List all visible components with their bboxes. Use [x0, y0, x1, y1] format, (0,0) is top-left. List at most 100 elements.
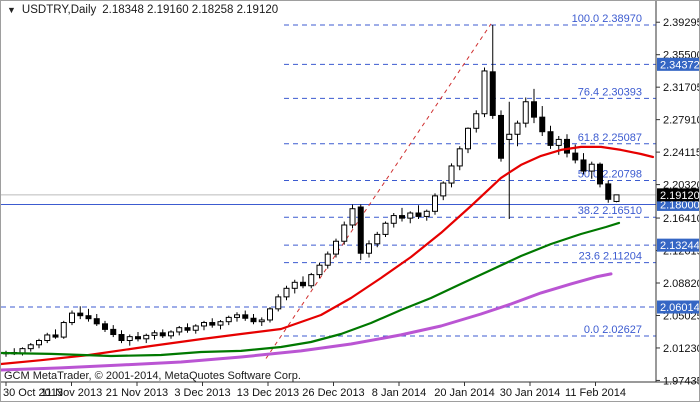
candle-body	[473, 113, 480, 129]
candle	[151, 330, 158, 340]
price-badge-box	[657, 188, 699, 202]
candle	[423, 209, 430, 221]
candle-body	[514, 122, 521, 135]
candle-body	[60, 322, 67, 338]
fib-level-label: 76.4 2.30393	[578, 86, 642, 98]
candle	[242, 310, 249, 321]
candle-body	[217, 321, 224, 326]
candle	[135, 331, 141, 342]
candle-body	[597, 163, 603, 185]
candle	[102, 320, 108, 332]
date-axis-label: 21 Nov 2013	[106, 387, 168, 399]
price-axis-label: 2.24115	[663, 147, 699, 159]
candle-body	[93, 318, 100, 325]
ma-red-line[interactable]	[1, 145, 655, 366]
candle	[267, 307, 273, 323]
candle-body	[440, 182, 447, 197]
fib-level-label: 100.0 2.38970	[572, 13, 642, 25]
candle	[316, 262, 323, 279]
ma-green-line[interactable]	[1, 221, 621, 358]
candle	[613, 194, 620, 203]
fib-level-label: 23.6 2.11204	[579, 251, 642, 263]
candle	[539, 106, 546, 136]
price-badge: 2.06014	[657, 300, 699, 314]
price-badge-label: 2.34372	[660, 59, 699, 71]
candle	[597, 162, 603, 188]
candle-body	[382, 222, 389, 235]
candle-body	[432, 195, 438, 212]
candle	[531, 88, 537, 124]
candle-body	[275, 296, 282, 310]
candle-body	[250, 317, 257, 323]
candle-body	[324, 253, 331, 266]
candle-body	[52, 334, 59, 338]
candle	[333, 238, 339, 258]
price-badge: 2.34372	[657, 57, 699, 71]
fib-level-label: 61.8 2.25087	[578, 132, 642, 144]
candle	[580, 153, 587, 175]
candle	[588, 161, 595, 179]
candle	[250, 313, 257, 325]
candle	[110, 325, 117, 338]
fib-level-label: 38.2 2.16510	[578, 205, 642, 217]
chart-title-bar: ▼ USDTRY,Daily 2.18348 2.19160 2.18258 2.1…	[7, 4, 278, 16]
price-axis-label: 2.27910	[663, 115, 699, 127]
candle-body	[151, 332, 158, 336]
candle	[85, 308, 92, 322]
price-badge-box	[657, 57, 699, 71]
candle	[481, 67, 488, 118]
candle-body	[522, 101, 529, 124]
candle-body	[390, 215, 397, 224]
candle	[324, 251, 331, 269]
ma-purple-line[interactable]	[1, 272, 613, 372]
candle-body	[102, 323, 108, 330]
candle	[44, 332, 51, 344]
candle-body	[126, 336, 133, 342]
price-axis-label: 2.39295	[663, 17, 699, 29]
candle-body	[564, 138, 570, 154]
candle-body	[159, 332, 166, 337]
candle-body	[291, 281, 298, 289]
candle	[605, 180, 612, 203]
date-axis-label: 13 Dec 2013	[237, 387, 299, 399]
price-badge-box	[657, 238, 699, 252]
candle-body	[349, 208, 356, 226]
candle	[159, 329, 166, 338]
candle	[192, 324, 199, 334]
candle	[300, 276, 306, 289]
candle	[399, 207, 405, 222]
trendline[interactable]	[265, 23, 492, 359]
candle	[36, 338, 42, 349]
candle-body	[357, 206, 364, 254]
date-axis-label: 3 Dec 2013	[174, 387, 230, 399]
candle	[126, 334, 133, 346]
date-axis-label: 30 Oct 2013	[3, 387, 63, 399]
candle	[366, 240, 372, 258]
candle	[547, 125, 554, 149]
candle-body	[234, 314, 240, 318]
candle	[52, 329, 59, 339]
price-axis-label: 2.01230	[663, 343, 699, 355]
candle	[308, 272, 315, 289]
candle-body	[27, 344, 34, 350]
candle	[234, 312, 240, 322]
price-badge: 2.19120	[657, 188, 699, 202]
candle	[415, 205, 422, 219]
price-badge-label: 2.18000	[660, 199, 699, 211]
date-axis-label: 11 Nov 2013	[41, 387, 103, 399]
candle-body	[258, 319, 265, 323]
candle	[456, 146, 463, 171]
candle-body	[242, 314, 249, 319]
candle-body	[176, 327, 183, 333]
chevron-down-icon[interactable]: ▼	[7, 4, 16, 15]
candle-body	[184, 327, 191, 331]
candle-body	[333, 240, 339, 255]
candle-body	[423, 210, 430, 217]
candle-body	[341, 224, 348, 242]
candle	[498, 110, 504, 162]
candle	[440, 181, 447, 201]
candle	[77, 306, 84, 320]
price-badge-box	[657, 300, 699, 314]
candle	[209, 318, 216, 328]
